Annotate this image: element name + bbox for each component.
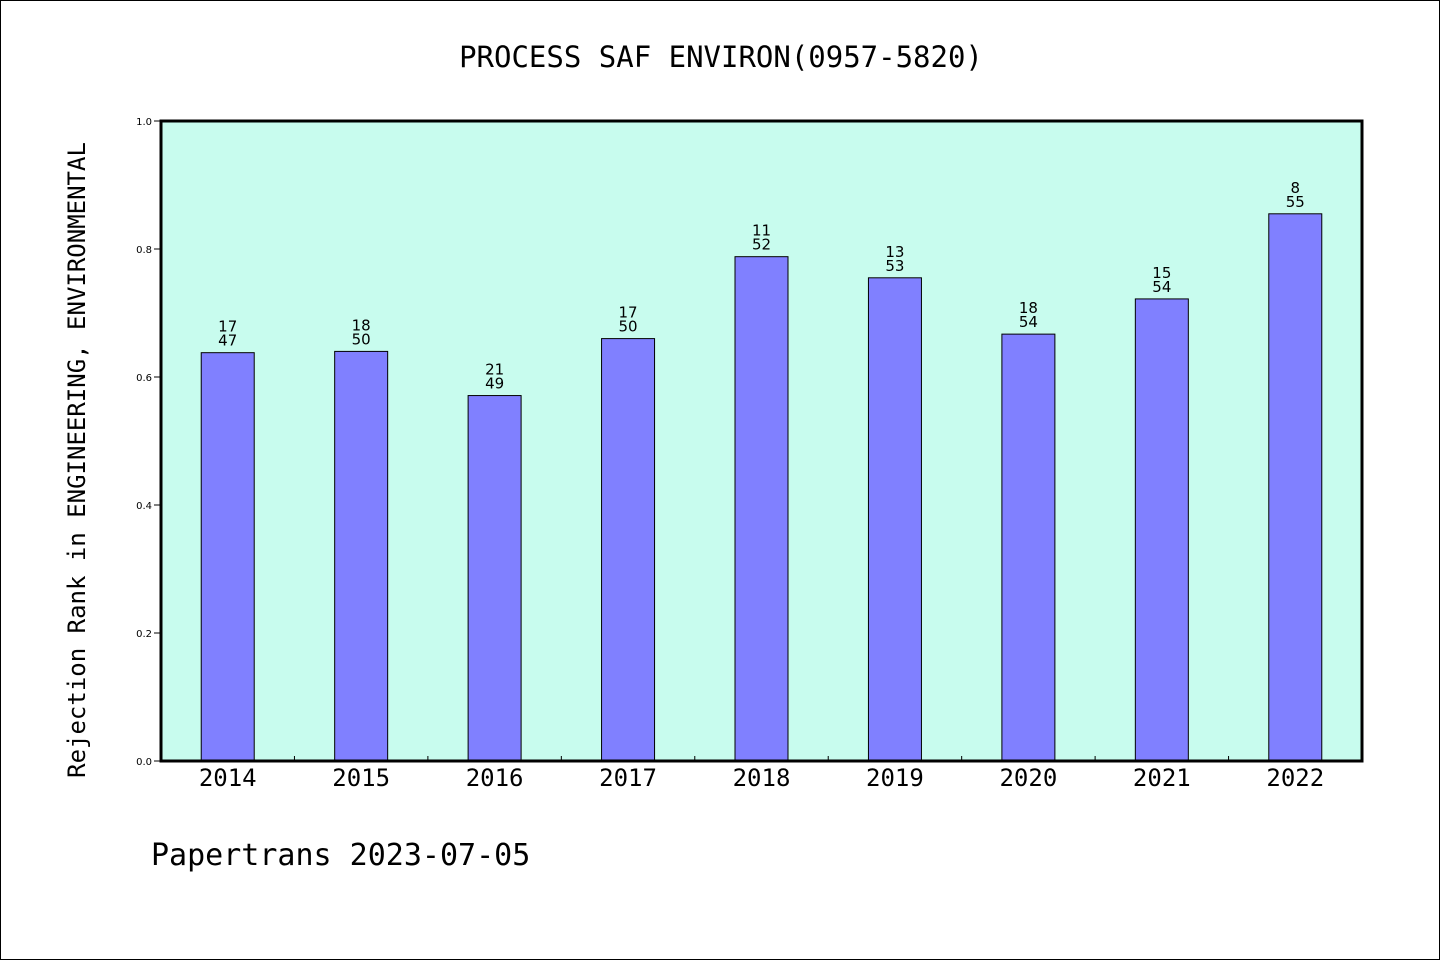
x-tick-label-2014: 2014: [199, 764, 257, 792]
x-tick-label-2020: 2020: [999, 764, 1057, 792]
x-axis: 2014 2015 2016 2017 2018 2019 2020 2021 2022: [199, 756, 1324, 792]
chart-title: PROCESS SAF ENVIRON(0957-5820): [459, 40, 983, 74]
bar-2017: [601, 338, 656, 762]
plot-border: [159, 119, 1364, 763]
y-axis: 0.0 0.2 0.4 0.6 0.8 1.0: [136, 117, 161, 768]
y-tick-label: 0.8: [136, 245, 152, 256]
y-tick-label: 0.6: [136, 373, 152, 384]
bar-2019: [867, 277, 922, 762]
y-tick-label: 0.4: [136, 501, 152, 512]
bar-total-label-2015: 50: [352, 330, 371, 348]
bar-total-label-2019: 53: [885, 257, 904, 275]
bar-2020: [1001, 333, 1056, 762]
bar-rank-label-2020: 18: [1019, 299, 1038, 317]
bar-2018: [734, 256, 789, 762]
bar-rank-label-2016: 21: [485, 361, 504, 379]
y-tick-label: 0.2: [136, 629, 152, 640]
bar-total-label-2020: 54: [1019, 313, 1038, 331]
bar-total-label-2021: 54: [1152, 278, 1171, 296]
y-tick-label: 0.0: [136, 757, 152, 768]
y-axis-label: Rejection Rank in ENGINEERING, ENVIRONME…: [63, 142, 91, 778]
bar-2021: [1134, 298, 1189, 762]
bar-2014: [200, 352, 255, 762]
bar-total-label-2022: 55: [1286, 193, 1305, 211]
x-tick-label-2022: 2022: [1266, 764, 1324, 792]
bar-total-label-2014: 47: [218, 332, 237, 350]
y-tick-label: 1.0: [136, 117, 152, 128]
bar-rank-label-2015: 18: [352, 316, 371, 334]
bar-rank-label-2018: 11: [752, 222, 771, 240]
bar-total-label-2017: 50: [619, 318, 638, 336]
x-tick-label-2017: 2017: [599, 764, 657, 792]
bar-rank-label-2014: 17: [218, 318, 237, 336]
bar-rank-label-2022: 8: [1291, 179, 1301, 197]
bar-rank-label-2021: 15: [1152, 264, 1171, 282]
bars-group: [200, 213, 1323, 762]
x-tick-label-2021: 2021: [1133, 764, 1191, 792]
bar-2015: [334, 350, 389, 762]
x-tick-label-2018: 2018: [733, 764, 791, 792]
bar-rank-label-2017: 17: [619, 304, 638, 322]
bar-rank-label-2019: 13: [885, 243, 904, 261]
x-tick-label-2019: 2019: [866, 764, 924, 792]
bar-total-label-2016: 49: [485, 375, 504, 393]
bar-2016: [467, 395, 522, 762]
footer-text: Papertrans 2023-07-05: [151, 838, 530, 873]
bar-total-label-2018: 52: [752, 236, 771, 254]
x-tick-label-2016: 2016: [466, 764, 524, 792]
x-tick-label-2015: 2015: [332, 764, 390, 792]
bar-2022: [1268, 213, 1323, 762]
